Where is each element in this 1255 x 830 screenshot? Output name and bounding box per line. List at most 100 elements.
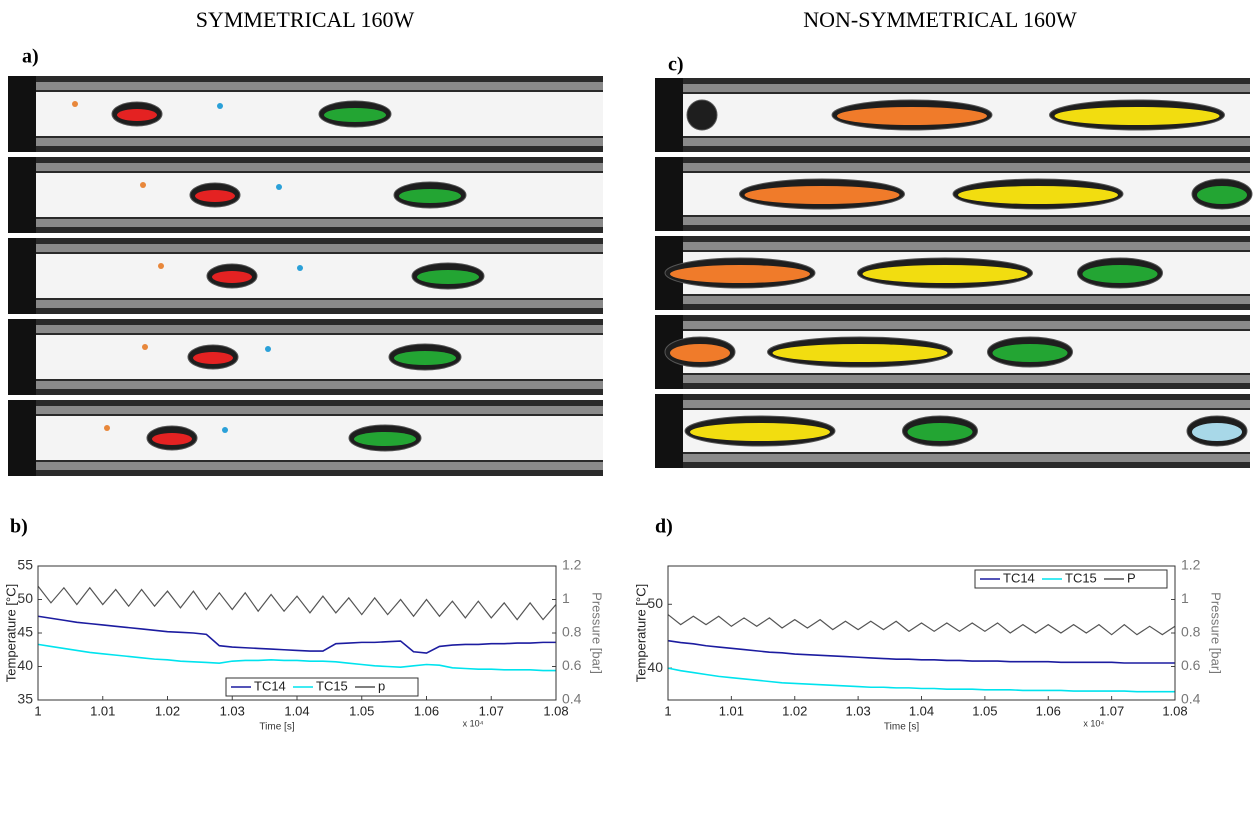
x-tick-label: 1.01 xyxy=(90,703,115,718)
tube-end xyxy=(8,238,36,314)
bubble-core xyxy=(1197,186,1247,204)
tube-wall xyxy=(655,138,1250,146)
droplet xyxy=(265,346,271,352)
x-tick-label: 1.02 xyxy=(155,703,180,718)
series-line xyxy=(667,614,1176,636)
y2-tick-label: 1.2 xyxy=(1181,557,1201,573)
bubble-core xyxy=(670,344,730,362)
y2-axis-label: Pressure [bar] xyxy=(1209,592,1224,674)
bubble-core xyxy=(907,423,973,441)
x-tick-label: 1.01 xyxy=(719,703,744,718)
x-tick-label: 1.07 xyxy=(479,703,504,718)
bubble-core xyxy=(195,190,235,202)
y2-tick-label: 0.4 xyxy=(1181,691,1201,707)
legend-label: TC14 xyxy=(254,678,286,693)
tube-wall xyxy=(8,219,603,227)
bubble-core xyxy=(117,109,157,121)
x-multiplier: x 10⁴ xyxy=(463,718,484,728)
channel xyxy=(36,335,603,379)
droplet xyxy=(104,425,110,431)
y-tick-label: 40 xyxy=(647,659,663,675)
x-tick-label: 1.07 xyxy=(1099,703,1124,718)
tube-end xyxy=(655,157,683,231)
legend-label: TC14 xyxy=(1003,570,1035,585)
bubble-core xyxy=(354,432,416,446)
droplet xyxy=(158,263,164,269)
tube-wall xyxy=(655,242,1250,250)
x-axis-label: Time [s] xyxy=(259,722,294,733)
bubble-core xyxy=(670,265,810,283)
y-tick-label: 55 xyxy=(17,557,33,573)
x-axis-label: Time [s] xyxy=(884,722,919,733)
y2-tick-label: 0.6 xyxy=(1181,657,1201,673)
x-tick-label: 1.08 xyxy=(1162,703,1187,718)
bubble-core xyxy=(152,433,192,445)
panel-label: d) xyxy=(655,516,673,538)
bubble-core xyxy=(992,344,1068,362)
series-line xyxy=(667,639,1175,664)
x-tick-label: 1.04 xyxy=(909,703,934,718)
x-tick-label: 1.05 xyxy=(972,703,997,718)
droplet xyxy=(297,265,303,271)
droplet xyxy=(140,182,146,188)
legend-label: TC15 xyxy=(316,678,348,693)
channel xyxy=(36,173,603,217)
y-tick-label: 50 xyxy=(17,590,33,606)
tube-wall xyxy=(8,325,603,333)
bubble-core xyxy=(417,270,479,284)
tube-wall xyxy=(655,375,1250,383)
series-line xyxy=(37,615,556,654)
droplet xyxy=(276,184,282,190)
bubble-core xyxy=(394,351,456,365)
bubble-core xyxy=(772,344,948,362)
y-tick-label: 35 xyxy=(17,691,33,707)
y2-tick-label: 0.8 xyxy=(1181,624,1201,640)
droplet xyxy=(72,101,78,107)
tube-wall xyxy=(655,321,1250,329)
plot-frame xyxy=(667,565,1176,701)
bubble-core xyxy=(958,186,1118,204)
y2-tick-label: 0.8 xyxy=(562,624,582,640)
tube-end xyxy=(655,394,683,468)
bubble-core xyxy=(1082,265,1158,283)
tube-wall xyxy=(8,244,603,252)
tube-end xyxy=(8,319,36,395)
y2-axis-label: Pressure [bar] xyxy=(590,592,605,674)
tube-wall xyxy=(8,462,603,470)
x-tick-label: 1.03 xyxy=(845,703,870,718)
x-tick-label: 1.02 xyxy=(782,703,807,718)
x-tick-label: 1.08 xyxy=(543,703,568,718)
tube-wall xyxy=(655,400,1250,408)
series-line xyxy=(667,667,1175,693)
legend-label: p xyxy=(378,678,385,693)
y2-tick-label: 1 xyxy=(1181,590,1189,606)
y-tick-label: 40 xyxy=(17,657,33,673)
legend-box xyxy=(974,569,1168,589)
tube-end xyxy=(8,157,36,233)
legend-box xyxy=(225,677,419,697)
series-line xyxy=(37,643,556,672)
y-axis-label: Temperature [°C] xyxy=(3,584,18,682)
bubble-core xyxy=(1054,107,1220,125)
channel xyxy=(36,254,603,298)
bubble-core xyxy=(862,265,1028,283)
panel-label: c) xyxy=(668,54,684,76)
y2-tick-label: 0.6 xyxy=(562,657,582,673)
tube-wall xyxy=(8,300,603,308)
x-tick-label: 1.05 xyxy=(349,703,374,718)
bubble-core xyxy=(1192,423,1242,441)
tube-wall xyxy=(655,163,1250,171)
tube-wall xyxy=(8,138,603,146)
y-tick-label: 45 xyxy=(17,624,33,640)
droplet xyxy=(217,103,223,109)
tube-wall xyxy=(8,381,603,389)
tube-end xyxy=(8,76,36,152)
bubble xyxy=(686,99,718,131)
x-tick-label: 1 xyxy=(34,703,41,718)
y2-tick-label: 1.2 xyxy=(562,557,582,573)
y2-tick-label: 0.4 xyxy=(562,691,582,707)
x-tick-label: 1 xyxy=(664,703,671,718)
bubble-core xyxy=(212,271,252,283)
